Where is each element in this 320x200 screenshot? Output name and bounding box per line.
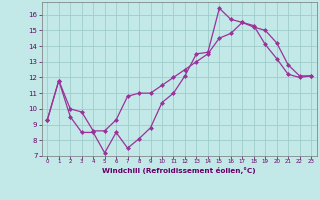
X-axis label: Windchill (Refroidissement éolien,°C): Windchill (Refroidissement éolien,°C) <box>102 167 256 174</box>
